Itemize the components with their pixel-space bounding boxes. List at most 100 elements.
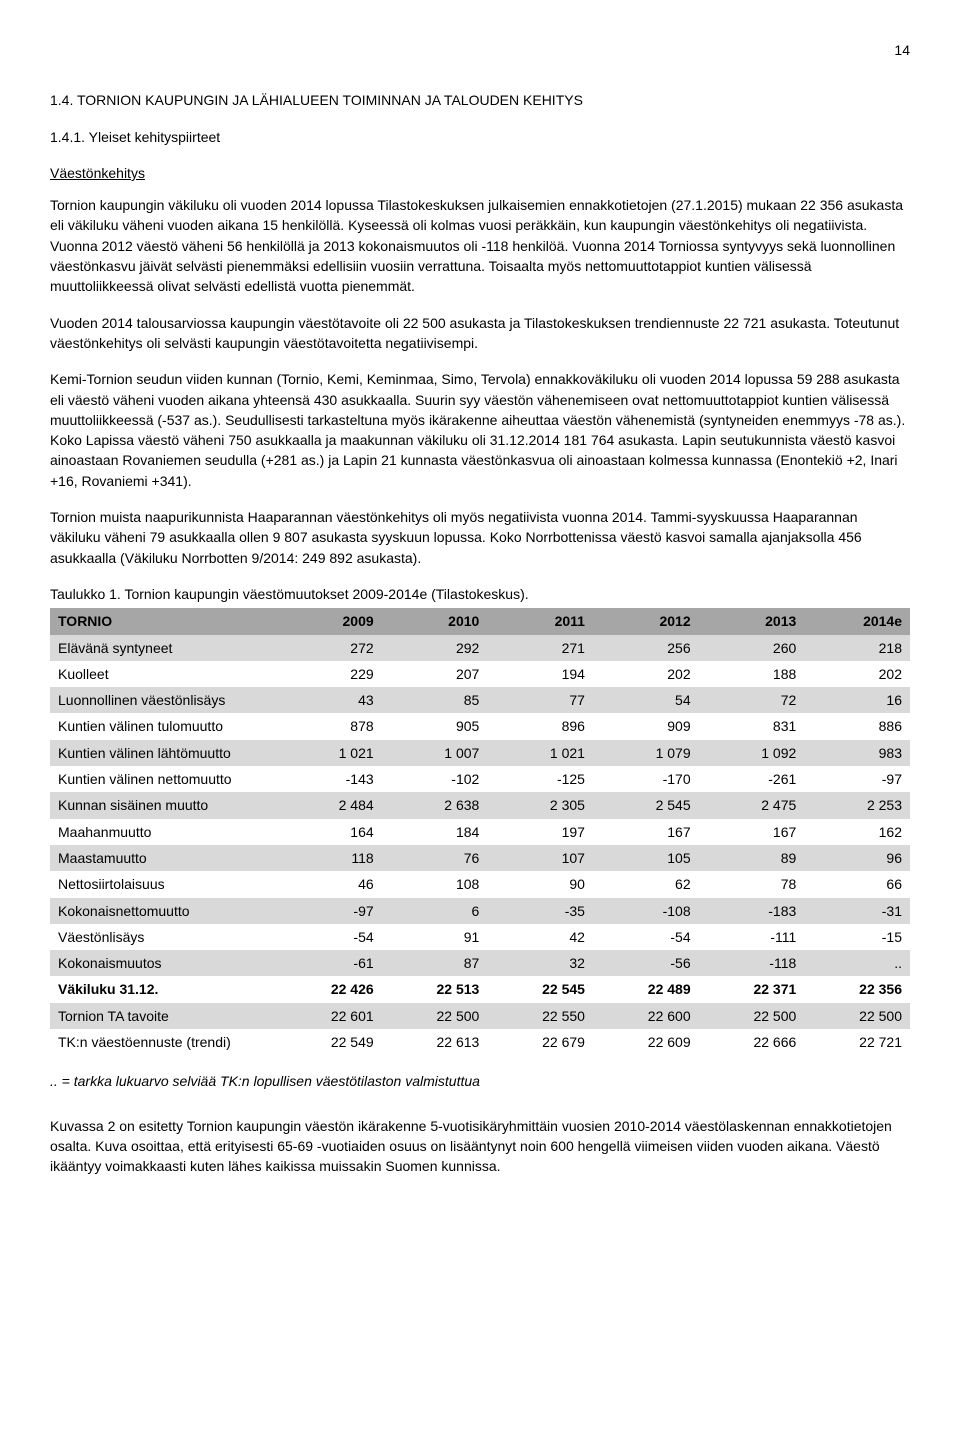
table-cell: 2 638 — [382, 792, 488, 818]
table-cell: 54 — [593, 687, 699, 713]
table-cell: 6 — [382, 898, 488, 924]
table-cell: 22 489 — [593, 976, 699, 1002]
table-cell: 85 — [382, 687, 488, 713]
table-row-label: Nettosiirtolaisuus — [50, 871, 276, 897]
table-cell: 207 — [382, 661, 488, 687]
table-cell: 1 079 — [593, 740, 699, 766]
table-row-label: Elävänä syntyneet — [50, 635, 276, 661]
table-cell: 167 — [593, 819, 699, 845]
table-cell: 184 — [382, 819, 488, 845]
table-cell: -111 — [699, 924, 805, 950]
table-header-cell: 2011 — [487, 608, 593, 634]
table-row: Elävänä syntyneet272292271256260218 — [50, 635, 910, 661]
table-cell: .. — [804, 950, 910, 976]
table-cell: 256 — [593, 635, 699, 661]
table-cell: 77 — [487, 687, 593, 713]
table-caption: Taulukko 1. Tornion kaupungin väestömuut… — [50, 584, 910, 604]
table-cell: -56 — [593, 950, 699, 976]
table-footnote: .. = tarkka lukuarvo selviää TK:n lopull… — [50, 1071, 910, 1091]
table-cell: -35 — [487, 898, 593, 924]
topic-heading: Väestönkehitys — [50, 163, 910, 183]
table-cell: 105 — [593, 845, 699, 871]
table-row-label: TK:n väestöennuste (trendi) — [50, 1029, 276, 1055]
table-cell: 22 666 — [699, 1029, 805, 1055]
table-cell: 32 — [487, 950, 593, 976]
table-cell: -102 — [382, 766, 488, 792]
table-cell: 188 — [699, 661, 805, 687]
table-cell: 16 — [804, 687, 910, 713]
table-cell: 218 — [804, 635, 910, 661]
table-cell: 22 500 — [699, 1003, 805, 1029]
table-row: Luonnollinen väestönlisäys438577547216 — [50, 687, 910, 713]
table-row-label: Tornion TA tavoite — [50, 1003, 276, 1029]
table-row-label: Kokonaismuutos — [50, 950, 276, 976]
table-cell: 90 — [487, 871, 593, 897]
table-cell: 76 — [382, 845, 488, 871]
table-header-cell: 2010 — [382, 608, 488, 634]
table-row-label: Luonnollinen väestönlisäys — [50, 687, 276, 713]
table-row: Kunnan sisäinen muutto2 4842 6382 3052 5… — [50, 792, 910, 818]
table-row-label: Maastamuutto — [50, 845, 276, 871]
table-cell: 22 356 — [804, 976, 910, 1002]
table-cell: -125 — [487, 766, 593, 792]
table-cell: 905 — [382, 713, 488, 739]
table-cell: 164 — [276, 819, 382, 845]
table-cell: -97 — [276, 898, 382, 924]
table-cell: 1 021 — [276, 740, 382, 766]
table-cell: 2 305 — [487, 792, 593, 818]
table-cell: 66 — [804, 871, 910, 897]
table-row-label: Väkiluku 31.12. — [50, 976, 276, 1002]
table-row: Tornion TA tavoite22 60122 50022 55022 6… — [50, 1003, 910, 1029]
table-cell: 2 253 — [804, 792, 910, 818]
table-cell: 89 — [699, 845, 805, 871]
table-cell: 22 600 — [593, 1003, 699, 1029]
table-cell: 202 — [804, 661, 910, 687]
table-cell: 878 — [276, 713, 382, 739]
table-row-label: Kuntien välinen nettomuutto — [50, 766, 276, 792]
table-header-cell: 2013 — [699, 608, 805, 634]
table-cell: -183 — [699, 898, 805, 924]
table-row: Maahanmuutto164184197167167162 — [50, 819, 910, 845]
table-row-label: Kokonaisnettomuutto — [50, 898, 276, 924]
table-cell: 22 601 — [276, 1003, 382, 1029]
subsection-heading: 1.4.1. Yleiset kehityspiirteet — [50, 127, 910, 147]
table-cell: -54 — [593, 924, 699, 950]
table-row: Väkiluku 31.12.22 42622 51322 54522 4892… — [50, 976, 910, 1002]
table-cell: -118 — [699, 950, 805, 976]
table-cell: 46 — [276, 871, 382, 897]
table-cell: 2 475 — [699, 792, 805, 818]
table-cell: 22 609 — [593, 1029, 699, 1055]
table-cell: 229 — [276, 661, 382, 687]
table-cell: -170 — [593, 766, 699, 792]
section-heading: 1.4. TORNION KAUPUNGIN JA LÄHIALUEEN TOI… — [50, 90, 910, 110]
table-cell: 896 — [487, 713, 593, 739]
table-row: Kuntien välinen lähtömuutto1 0211 0071 0… — [50, 740, 910, 766]
table-cell: 22 500 — [382, 1003, 488, 1029]
table-row-label: Kuntien välinen lähtömuutto — [50, 740, 276, 766]
table-cell: 831 — [699, 713, 805, 739]
table-row: Kuntien välinen tulomuutto87890589690983… — [50, 713, 910, 739]
table-row: Kokonaisnettomuutto-976-35-108-183-31 — [50, 898, 910, 924]
table-cell: 43 — [276, 687, 382, 713]
table-cell: 22 721 — [804, 1029, 910, 1055]
paragraph: Tornion muista naapurikunnista Haaparann… — [50, 507, 910, 568]
table-cell: 96 — [804, 845, 910, 871]
table-cell: 107 — [487, 845, 593, 871]
paragraph: Tornion kaupungin väkiluku oli vuoden 20… — [50, 195, 910, 296]
table-row-label: Väestönlisäys — [50, 924, 276, 950]
table-cell: 197 — [487, 819, 593, 845]
table-row: TK:n väestöennuste (trendi)22 54922 6132… — [50, 1029, 910, 1055]
table-cell: 118 — [276, 845, 382, 871]
table-header-cell: 2012 — [593, 608, 699, 634]
table-cell: 162 — [804, 819, 910, 845]
table-cell: 108 — [382, 871, 488, 897]
table-cell: 87 — [382, 950, 488, 976]
paragraph: Vuoden 2014 talousarviossa kaupungin väe… — [50, 313, 910, 354]
table-cell: 1 021 — [487, 740, 593, 766]
table-row-label: Kunnan sisäinen muutto — [50, 792, 276, 818]
table-cell: 22 371 — [699, 976, 805, 1002]
table-cell: -261 — [699, 766, 805, 792]
table-cell: 22 500 — [804, 1003, 910, 1029]
table-cell: 1 007 — [382, 740, 488, 766]
table-cell: 292 — [382, 635, 488, 661]
